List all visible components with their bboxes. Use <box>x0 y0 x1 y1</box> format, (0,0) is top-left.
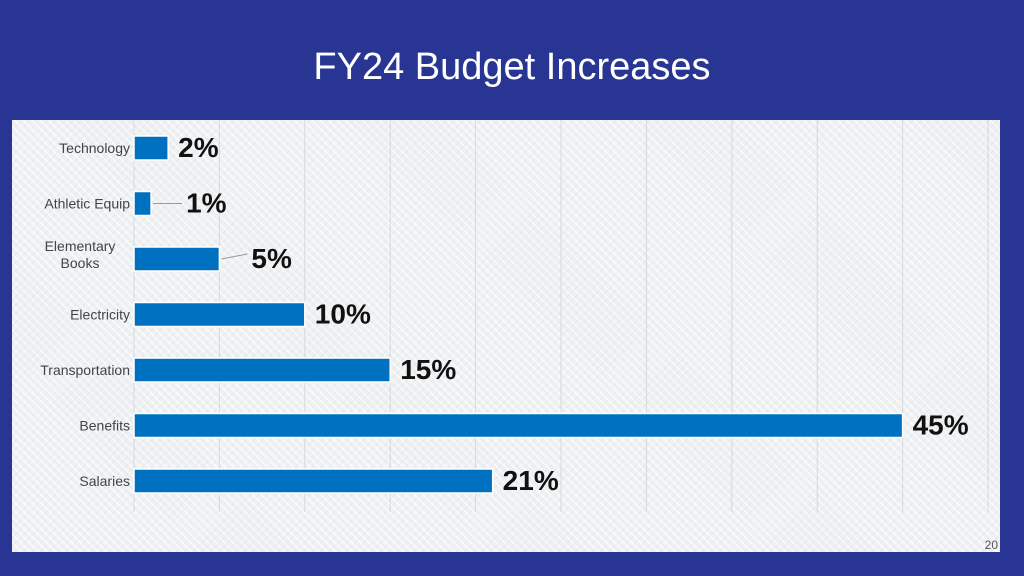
leader-line <box>221 253 248 260</box>
bar <box>133 301 306 328</box>
data-label: 1% <box>186 188 227 219</box>
bar <box>133 357 391 383</box>
bar-chart: Technology 2% Athletic Equip 1% Elementary Bo… <box>40 120 989 512</box>
category-label: Transportation <box>40 362 130 378</box>
category-label: Electricity <box>70 307 130 323</box>
data-label: 15% <box>400 354 456 385</box>
page-number: 20 <box>984 538 998 552</box>
chart-panel: Technology 2% Athletic Equip 1% Elementary Bo… <box>12 120 1000 552</box>
bar <box>133 135 169 161</box>
data-label: 45% <box>913 410 969 441</box>
bar <box>133 246 221 272</box>
category-label: Elementary Books <box>45 238 116 271</box>
bar <box>133 412 904 439</box>
category-label: Athletic Equip <box>44 196 130 212</box>
slide-title: FY24 Budget Increases <box>313 46 711 88</box>
category-label: Technology <box>59 140 130 156</box>
bar <box>133 190 152 217</box>
data-label: 2% <box>178 132 219 163</box>
category-label: Salaries <box>79 473 130 489</box>
data-label: 10% <box>315 299 371 330</box>
bar <box>133 468 494 494</box>
category-label: Benefits <box>79 418 130 434</box>
data-label: 5% <box>251 243 292 274</box>
data-label: 21% <box>503 465 559 496</box>
